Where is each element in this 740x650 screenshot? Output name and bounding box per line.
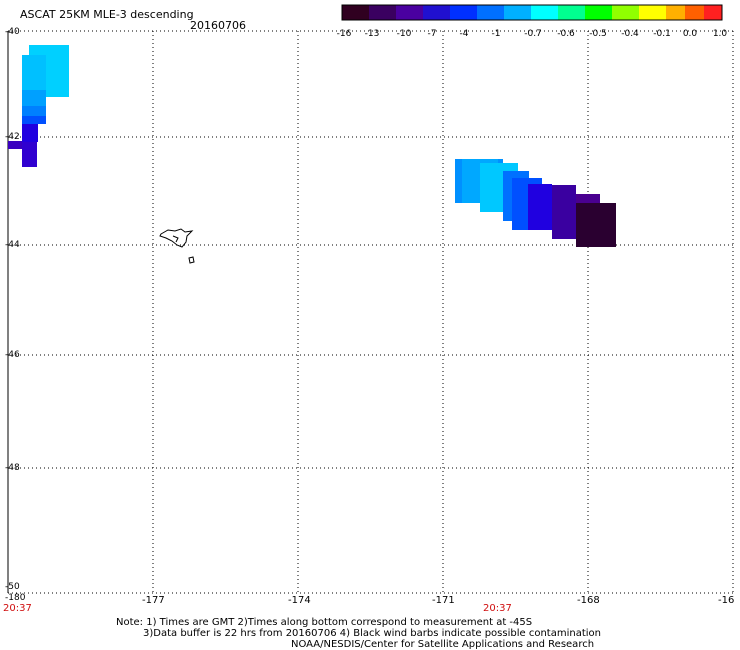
colorbar-label: 0.0 xyxy=(682,29,698,39)
swath-cell xyxy=(22,106,46,116)
colorbar-frame xyxy=(341,4,723,21)
note-line-2: 3)Data buffer is 22 hrs from 20160706 4)… xyxy=(143,628,601,639)
wind-swath-left xyxy=(8,45,69,167)
colorbar-label: -10 xyxy=(396,29,412,39)
colorbar-seg-12 xyxy=(666,5,685,20)
lat-label: -44 xyxy=(5,240,20,250)
colorbar-seg-11 xyxy=(639,5,666,20)
wind-swath-right xyxy=(455,159,616,247)
swath-cell xyxy=(22,142,37,167)
colorbar-seg-3 xyxy=(423,5,450,20)
chart-title: ASCAT 25KM MLE-3 descending xyxy=(20,8,194,21)
colorbar-label: -0.5 xyxy=(589,29,607,39)
note-line-3: NOAA/NESDIS/Center for Satellite Applica… xyxy=(291,639,595,650)
colorbar-seg-2 xyxy=(396,5,423,20)
swath-cell xyxy=(576,203,616,247)
lat-label: -48 xyxy=(5,463,20,473)
swath-cell xyxy=(22,124,38,142)
note-line-1: Note: 1) Times are GMT 2)Times along bot… xyxy=(116,617,533,628)
map-grid xyxy=(8,30,735,594)
lat-label: -42 xyxy=(5,132,20,142)
colorbar-label: -0.4 xyxy=(621,29,639,39)
swath-cell xyxy=(8,141,22,149)
colorbar-seg-13 xyxy=(685,5,704,20)
lon-label: -16 xyxy=(718,595,735,606)
time-label: 20:37 xyxy=(3,603,32,614)
colorbar-label: -13 xyxy=(364,29,380,39)
swath-cell xyxy=(528,184,552,230)
colorbar-seg-1 xyxy=(369,5,396,20)
swath-cell xyxy=(22,90,46,106)
lat-label: -50 xyxy=(5,582,20,592)
colorbar-label: -0.6 xyxy=(557,29,575,39)
colorbar-seg-5 xyxy=(477,5,504,20)
colorbar-label: -0.1 xyxy=(653,29,671,39)
island-coastline xyxy=(159,228,195,264)
colorbar-seg-9 xyxy=(585,5,612,20)
lat-label: -46 xyxy=(5,350,20,360)
lon-label: -177 xyxy=(142,595,165,606)
chart-date: 20160706 xyxy=(190,19,246,32)
colorbar xyxy=(341,4,723,21)
colorbar-seg-8 xyxy=(558,5,585,20)
lon-label: -168 xyxy=(577,595,600,606)
swath-cell xyxy=(22,55,46,95)
colorbar-seg-7 xyxy=(531,5,558,20)
colorbar-seg-10 xyxy=(612,5,639,20)
lon-label: -171 xyxy=(432,595,455,606)
colorbar-label: -4 xyxy=(459,29,469,39)
lat-label: -40 xyxy=(5,27,20,37)
colorbar-seg-6 xyxy=(504,5,531,20)
colorbar-seg-0 xyxy=(342,5,369,20)
swath-cell xyxy=(552,185,576,239)
colorbar-label: -7 xyxy=(427,29,437,39)
lon-label: -174 xyxy=(288,595,311,606)
lon-label: -180 xyxy=(5,593,26,603)
colorbar-seg-4 xyxy=(450,5,477,20)
colorbar-label: -1 xyxy=(491,29,501,39)
colorbar-label: -16 xyxy=(336,29,352,39)
time-label: 20:37 xyxy=(483,603,512,614)
swath-cell xyxy=(22,116,46,124)
colorbar-label: 1.0 xyxy=(712,29,728,39)
colorbar-seg-14 xyxy=(704,5,722,20)
colorbar-label: -0.7 xyxy=(524,29,542,39)
